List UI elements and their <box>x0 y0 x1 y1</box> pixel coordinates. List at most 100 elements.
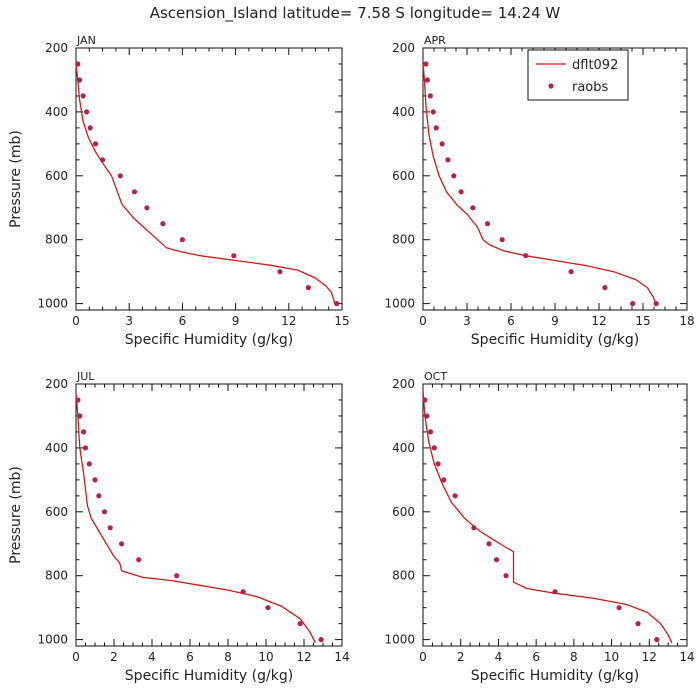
x-tick-label: 12 <box>642 650 657 664</box>
y-tick-label: 200 <box>392 41 415 55</box>
series-line-dflt092 <box>422 390 673 644</box>
x-tick-label: 18 <box>679 314 694 328</box>
series-line-dflt092 <box>75 63 339 306</box>
panel-apr: APR 0 3 6 9 12 15 18 200 400 600 800 1000 Specific Hu… <box>384 34 694 348</box>
data-point-raobs <box>305 285 311 291</box>
series-line-dflt092 <box>422 63 657 306</box>
y-tick-label: 800 <box>45 569 68 583</box>
x-tick-label: 6 <box>507 314 515 328</box>
series-line-dflt092 <box>75 393 316 644</box>
data-point-raobs <box>80 93 86 99</box>
x-tick-label: 10 <box>604 650 619 664</box>
legend-box <box>527 49 629 101</box>
data-point-raobs <box>144 205 150 211</box>
data-point-raobs <box>635 621 641 627</box>
data-point-raobs <box>654 637 660 643</box>
legend-point-swatch <box>548 83 554 89</box>
data-point-raobs <box>75 397 81 403</box>
y-tick-label: 1000 <box>37 633 68 647</box>
data-point-raobs <box>470 205 476 211</box>
y-tick-label: 200 <box>45 377 68 391</box>
data-point-raobs <box>486 541 492 547</box>
data-point-raobs <box>92 477 98 483</box>
x-tick-label: 10 <box>258 650 273 664</box>
data-point-raobs <box>84 109 90 115</box>
x-tick-label: 3 <box>463 314 471 328</box>
y-tick-label: 400 <box>392 105 415 119</box>
data-point-raobs <box>87 125 93 131</box>
data-point-raobs <box>231 253 237 259</box>
x-tick-label: 15 <box>635 314 650 328</box>
data-point-raobs <box>439 141 445 147</box>
data-point-raobs <box>630 301 636 307</box>
data-point-raobs <box>107 525 113 531</box>
x-axis-title: Specific Humidity (g/kg) <box>125 668 293 684</box>
data-point-raobs <box>499 237 505 243</box>
y-tick-label: 200 <box>392 377 415 391</box>
data-point-raobs <box>131 189 138 195</box>
data-point-raobs <box>174 573 180 579</box>
data-point-raobs <box>423 61 429 67</box>
x-tick-label: 0 <box>72 314 80 328</box>
y-tick-label: 200 <box>45 41 68 55</box>
data-point-raobs <box>297 621 303 627</box>
data-point-raobs <box>424 413 430 419</box>
data-point-raobs <box>77 413 83 419</box>
data-point-raobs <box>240 589 246 595</box>
y-tick-label: 1000 <box>384 633 415 647</box>
data-point-raobs <box>334 301 340 307</box>
data-point-raobs <box>427 429 434 435</box>
plot-frame <box>75 383 343 647</box>
data-point-raobs <box>101 509 108 515</box>
data-point-raobs <box>96 493 102 499</box>
data-point-raobs <box>616 605 622 611</box>
y-tick-label: 800 <box>392 569 415 583</box>
data-point-raobs <box>81 429 87 435</box>
y-tick-label: 600 <box>45 169 68 183</box>
y-tick-label: 400 <box>45 441 68 455</box>
data-point-raobs <box>265 605 271 611</box>
legend-model-label: dflt092 <box>572 58 618 73</box>
data-point-raobs <box>427 93 433 99</box>
data-point-raobs <box>82 445 89 451</box>
x-tick-label: 6 <box>186 650 194 664</box>
x-tick-label: 4 <box>495 650 503 664</box>
y-tick-label: 400 <box>45 105 68 119</box>
data-point-raobs <box>458 189 464 195</box>
data-point-raobs <box>136 557 142 563</box>
data-point-raobs <box>422 397 428 403</box>
data-point-raobs <box>76 77 83 83</box>
x-tick-label: 2 <box>457 650 465 664</box>
x-axis-title: Specific Humidity (g/kg) <box>125 332 293 348</box>
data-point-raobs <box>451 173 457 179</box>
data-point-raobs <box>430 109 436 115</box>
x-tick-label: 6 <box>179 314 187 328</box>
legend: dflt092 raobs <box>527 49 629 101</box>
data-point-raobs <box>484 221 491 227</box>
data-point-raobs <box>552 589 558 595</box>
y-tick-label: 600 <box>45 505 68 519</box>
data-point-raobs <box>160 221 166 227</box>
data-point-raobs <box>75 61 81 67</box>
y-tick-label: 1000 <box>384 297 415 311</box>
data-point-raobs <box>435 461 441 467</box>
x-tick-label: 14 <box>334 650 349 664</box>
data-point-raobs <box>92 141 99 147</box>
x-tick-label: 12 <box>296 650 311 664</box>
data-point-raobs <box>431 445 437 451</box>
panel-title: JAN <box>76 34 96 47</box>
data-point-raobs <box>117 173 123 179</box>
legend-obs-label: raobs <box>572 80 609 95</box>
y-axis-title: Pressure (mb) <box>8 130 24 228</box>
panel-title: APR <box>424 34 446 47</box>
data-point-raobs <box>653 301 659 307</box>
data-point-raobs <box>433 125 439 131</box>
data-point-raobs <box>179 237 185 243</box>
data-point-raobs <box>100 157 106 163</box>
y-tick-label: 600 <box>392 505 415 519</box>
x-tick-label: 9 <box>232 314 240 328</box>
data-point-raobs <box>441 477 447 483</box>
x-tick-label: 14 <box>679 650 694 664</box>
data-point-raobs <box>523 253 529 259</box>
